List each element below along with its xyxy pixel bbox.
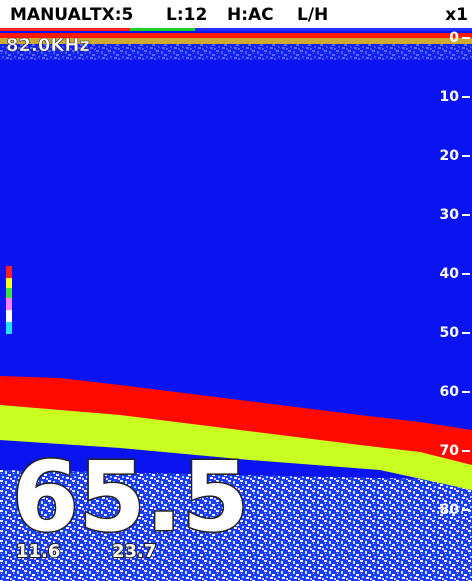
status-bar: [0, 0, 472, 28]
bottom-texture: [0, 470, 472, 581]
readout-2: 23.7: [112, 541, 156, 562]
color-scale: [6, 278, 12, 288]
status-line-green: [130, 28, 195, 31]
level: L:12: [166, 5, 207, 25]
freq-mode: L/H: [297, 5, 328, 25]
depth-tick-label: 40: [440, 266, 460, 282]
readout-1: 11.6: [16, 541, 60, 562]
h-setting: H:AC: [227, 5, 274, 25]
color-scale: [6, 298, 12, 310]
depth-tick-label: 70: [440, 443, 460, 459]
depth-tick-label: 60: [440, 384, 460, 400]
bottom-echo: [0, 376, 472, 465]
depth-tick-label: 10: [440, 89, 460, 105]
status-line: [0, 28, 472, 31]
status-line-red: [0, 28, 130, 31]
mode: MANUAL: [10, 5, 92, 25]
depth-tick-label: 0: [449, 30, 459, 46]
bottom-fringe: [0, 395, 472, 490]
frequency: 82.0KHz: [6, 35, 90, 56]
zoom: x1: [445, 5, 468, 25]
depth-tick-label: 30: [440, 207, 460, 223]
depth-tick-label: 20: [440, 148, 460, 164]
surface-clutter-yellow: [0, 38, 472, 44]
color-scale: [6, 310, 12, 322]
depth-tick-label: 50: [440, 325, 460, 341]
color-scale: [6, 288, 12, 298]
depth-readout: 65.5: [12, 441, 249, 553]
color-scale: [6, 322, 12, 334]
tx: TX:5: [90, 5, 133, 25]
surface-noise: [0, 44, 472, 60]
color-scale: [6, 266, 12, 278]
depth-tick-label: 80: [440, 502, 460, 518]
surface-clutter: [0, 33, 472, 38]
